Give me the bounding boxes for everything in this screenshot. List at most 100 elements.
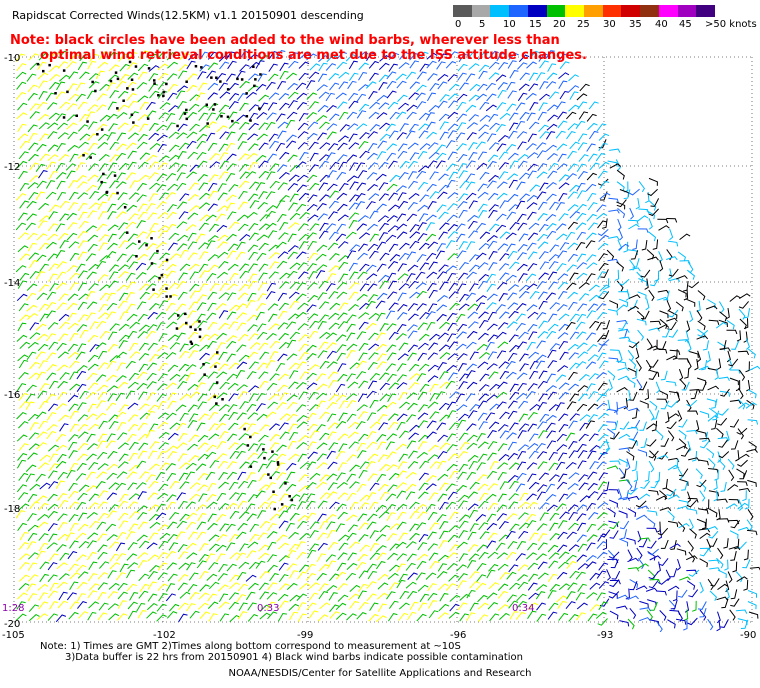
wind-barb (376, 263, 387, 272)
wind-barb (627, 340, 638, 348)
wind-barb (669, 391, 680, 397)
wind-barb (28, 432, 40, 440)
wind-barb (295, 82, 307, 91)
wind-barb (729, 295, 741, 302)
wind-barb (29, 332, 41, 340)
wind-barb (376, 592, 388, 600)
wind-barb (448, 341, 459, 350)
wind-barb (287, 270, 298, 279)
contamination-marker (150, 262, 154, 265)
wind-barb (88, 142, 98, 151)
wind-barb (496, 401, 507, 410)
wind-barb (106, 251, 117, 259)
wind-barb (335, 420, 347, 429)
wind-barb (652, 239, 659, 250)
wind-barb (647, 540, 657, 549)
wind-barb (659, 310, 669, 319)
wind-barb (518, 273, 528, 282)
wind-barb (608, 591, 618, 599)
wind-barb (595, 611, 607, 619)
wind-barb (558, 391, 570, 400)
wind-barb (627, 349, 635, 362)
wind-barb (247, 244, 258, 253)
wind-barb (429, 392, 439, 402)
contamination-marker (253, 84, 256, 88)
wind-barb (508, 475, 519, 483)
wind-barb (589, 582, 601, 590)
wind-barb (406, 111, 417, 120)
wind-barb (546, 330, 557, 339)
wind-barb (486, 180, 497, 189)
wind-barb (487, 602, 498, 610)
wind-barb (118, 292, 129, 302)
wind-barb (577, 583, 587, 592)
wind-barb (568, 104, 580, 112)
wind-barb (569, 413, 580, 421)
wind-barb (276, 402, 287, 410)
wind-barb (47, 131, 58, 140)
wind-barb (587, 202, 598, 211)
wind-barb (598, 133, 610, 141)
wind-barb (366, 172, 378, 180)
wind-barb (525, 273, 537, 282)
wind-barb (627, 557, 639, 563)
wind-barb (568, 614, 579, 622)
wind-barb (216, 392, 228, 400)
wind-barb (157, 421, 169, 430)
wind-barb (138, 161, 149, 170)
wind-barb (265, 411, 277, 419)
wind-barb (549, 91, 560, 100)
wind-barb (196, 302, 207, 311)
wind-barb (437, 612, 449, 620)
wind-barb (268, 133, 279, 142)
wind-barb (527, 170, 537, 179)
contamination-marker (226, 88, 230, 91)
wind-barb (417, 542, 428, 551)
wind-barb (349, 194, 360, 203)
wind-barb (29, 322, 40, 331)
wind-barb (166, 494, 177, 503)
wind-barb (27, 124, 38, 133)
wind-barb (285, 119, 295, 129)
wind-barb (307, 121, 319, 130)
wind-barb (477, 361, 489, 369)
wind-barb (39, 454, 51, 462)
wind-barb (79, 133, 91, 141)
wind-barb (439, 482, 449, 491)
wind-barb (359, 283, 370, 292)
wind-barb (515, 553, 526, 561)
wind-barb (610, 559, 619, 569)
wind-barb (459, 82, 469, 91)
wind-barb (336, 503, 347, 512)
wind-barb (635, 198, 640, 210)
wind-barb (399, 51, 410, 60)
wind-barb (66, 592, 77, 601)
wind-barb (487, 532, 498, 541)
wind-barb (677, 339, 689, 344)
wind-barb (107, 211, 117, 220)
wind-barb (651, 410, 660, 420)
wind-barb (748, 611, 759, 619)
wind-barb (219, 283, 229, 292)
wind-barb (683, 289, 689, 301)
wind-barb (266, 171, 276, 180)
wind-barb (258, 263, 269, 272)
wind-barb (416, 451, 428, 459)
wind-barb (116, 111, 128, 119)
wind-barb (18, 170, 28, 180)
wind-barb (369, 421, 381, 429)
wind-barb (276, 472, 287, 481)
wind-barb (306, 232, 317, 240)
wind-barb (156, 603, 167, 612)
contamination-marker (105, 190, 109, 194)
wind-barb (39, 313, 49, 322)
wind-barb (148, 532, 159, 541)
wind-barb (558, 182, 570, 190)
wind-barb (28, 574, 39, 582)
wind-barb (57, 132, 69, 140)
wind-barb (19, 140, 30, 149)
wind-barb (439, 131, 449, 141)
wind-barb (358, 570, 369, 579)
wind-barb (136, 220, 146, 229)
wind-barb (505, 144, 516, 152)
